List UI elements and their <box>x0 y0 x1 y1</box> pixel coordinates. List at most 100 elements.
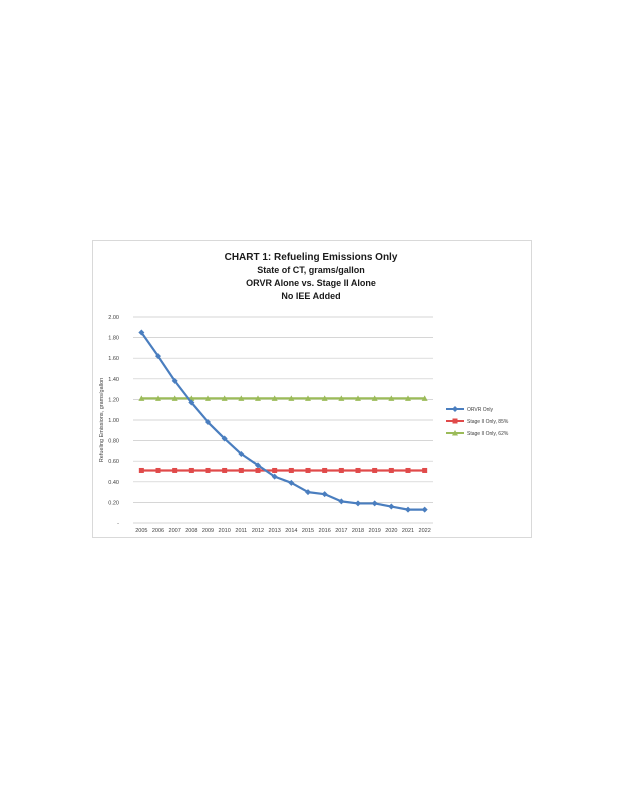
data-point-marker <box>322 467 328 473</box>
data-point-marker <box>288 467 294 473</box>
refueling-emissions-chart: CHART 1: Refueling Emissions Only State o… <box>99 252 509 534</box>
x-tick-label: 2012 <box>252 528 264 534</box>
data-point-marker <box>452 406 458 412</box>
data-point-marker <box>138 467 144 473</box>
data-point-marker <box>355 500 361 507</box>
data-point-marker <box>171 377 178 384</box>
y-tick-label: 1.20 <box>108 397 119 403</box>
data-point-marker <box>405 506 411 513</box>
data-point-marker <box>388 395 395 401</box>
legend-label: Stage II Only, 62% <box>467 431 509 437</box>
data-point-marker <box>222 467 228 473</box>
data-point-marker <box>205 395 211 401</box>
y-tick-label: 2.00 <box>108 315 119 321</box>
data-point-marker <box>221 435 228 442</box>
data-point-marker <box>238 395 245 401</box>
data-point-marker <box>372 467 378 473</box>
x-tick-label: 2011 <box>235 528 247 534</box>
x-tick-label: 2019 <box>369 528 381 534</box>
data-point-marker <box>452 418 458 424</box>
data-point-marker <box>371 395 378 401</box>
chart-title-line: CHART 1: Refueling Emissions Only <box>225 252 398 263</box>
x-tick-label: 2021 <box>402 528 414 534</box>
x-tick-label: 2009 <box>202 528 214 534</box>
data-point-marker <box>338 498 345 505</box>
y-tick-label: 1.40 <box>108 377 119 383</box>
y-tick-label: 1.80 <box>108 336 119 342</box>
x-tick-label: 2016 <box>319 528 331 534</box>
data-point-marker <box>188 467 194 473</box>
data-point-marker <box>305 395 311 401</box>
y-tick-label: - <box>117 521 119 527</box>
x-tick-label: 2015 <box>302 528 314 534</box>
x-tick-label: 2022 <box>419 528 431 534</box>
data-point-marker <box>371 500 378 507</box>
data-point-marker <box>388 503 395 510</box>
data-point-marker <box>421 506 428 513</box>
data-point-marker <box>338 467 344 473</box>
series-line <box>140 331 425 511</box>
data-point-marker <box>272 467 278 473</box>
data-point-marker <box>421 395 428 401</box>
data-point-marker <box>405 467 411 473</box>
y-tick-label: 1.00 <box>108 418 119 424</box>
data-point-marker <box>288 395 295 401</box>
x-tick-labels: 2005 2006 2007 2008 2009 2010 2011 2012 2013 2014… <box>135 528 431 534</box>
data-point-marker <box>138 329 145 336</box>
data-point-marker <box>355 467 361 473</box>
chart-title-line: No IEE Added <box>281 291 340 301</box>
data-point-marker <box>205 467 211 473</box>
data-point-marker <box>172 467 178 473</box>
data-point-marker <box>238 450 245 457</box>
x-tick-label: 2014 <box>285 528 297 534</box>
data-point-marker <box>422 467 428 473</box>
data-point-marker <box>338 395 345 401</box>
gridlines <box>133 316 433 524</box>
legend: ORVR Only Stage II Only, 85% Stage II Only… <box>446 406 509 437</box>
chart-title-line: State of CT, grams/gallon <box>257 265 365 275</box>
data-point-marker <box>271 473 278 480</box>
x-tick-label: 2017 <box>335 528 347 534</box>
y-axis-title: Refueling Emissions, grams/gallon <box>99 378 105 462</box>
chart-frame: CHART 1: Refueling Emissions Only State o… <box>92 240 532 538</box>
data-point-marker <box>305 467 311 473</box>
data-point-marker <box>188 399 195 406</box>
x-tick-label: 2006 <box>152 528 164 534</box>
data-point-marker <box>255 395 261 401</box>
data-point-marker <box>452 430 458 436</box>
x-tick-label: 2020 <box>385 528 397 534</box>
y-tick-label: 1.60 <box>108 356 119 362</box>
chart-title: CHART 1: Refueling Emissions Only State o… <box>225 252 398 301</box>
data-point-marker <box>155 467 161 473</box>
y-tick-label: 0.40 <box>108 480 119 486</box>
data-point-marker <box>138 395 145 401</box>
data-point-marker <box>221 395 228 401</box>
y-tick-label: 0.60 <box>108 459 119 465</box>
series-1 <box>138 467 428 473</box>
series-2 <box>138 395 428 401</box>
data-point-marker <box>171 395 178 401</box>
data-point-marker <box>205 419 211 426</box>
data-point-marker <box>388 467 394 473</box>
x-tick-label: 2010 <box>219 528 231 534</box>
legend-item: ORVR Only <box>446 406 494 413</box>
legend-label: Stage II Only, 85% <box>467 419 509 425</box>
legend-item: Stage II Only, 62% <box>446 430 509 437</box>
data-point-marker <box>155 395 161 401</box>
data-point-marker <box>155 353 161 360</box>
y-tick-label: 0.20 <box>108 500 119 506</box>
data-point-marker <box>288 479 295 486</box>
legend-item: Stage II Only, 85% <box>446 418 509 425</box>
data-point-marker <box>321 395 328 401</box>
y-tick-labels: - 0.20 0.40 0.60 0.80 1.00 1.20 1.40 1.60 1.80 2.0… <box>108 315 119 527</box>
data-point-marker <box>255 462 261 469</box>
series-0 <box>138 329 428 513</box>
x-tick-label: 2007 <box>169 528 181 534</box>
data-point-marker <box>405 395 411 401</box>
data-point-marker <box>355 395 361 401</box>
data-point-marker <box>271 395 278 401</box>
chart-title-line: ORVR Alone vs. Stage II Alone <box>246 278 376 288</box>
data-point-marker <box>255 467 261 473</box>
data-point-marker <box>321 491 328 498</box>
series-lines <box>138 329 428 513</box>
